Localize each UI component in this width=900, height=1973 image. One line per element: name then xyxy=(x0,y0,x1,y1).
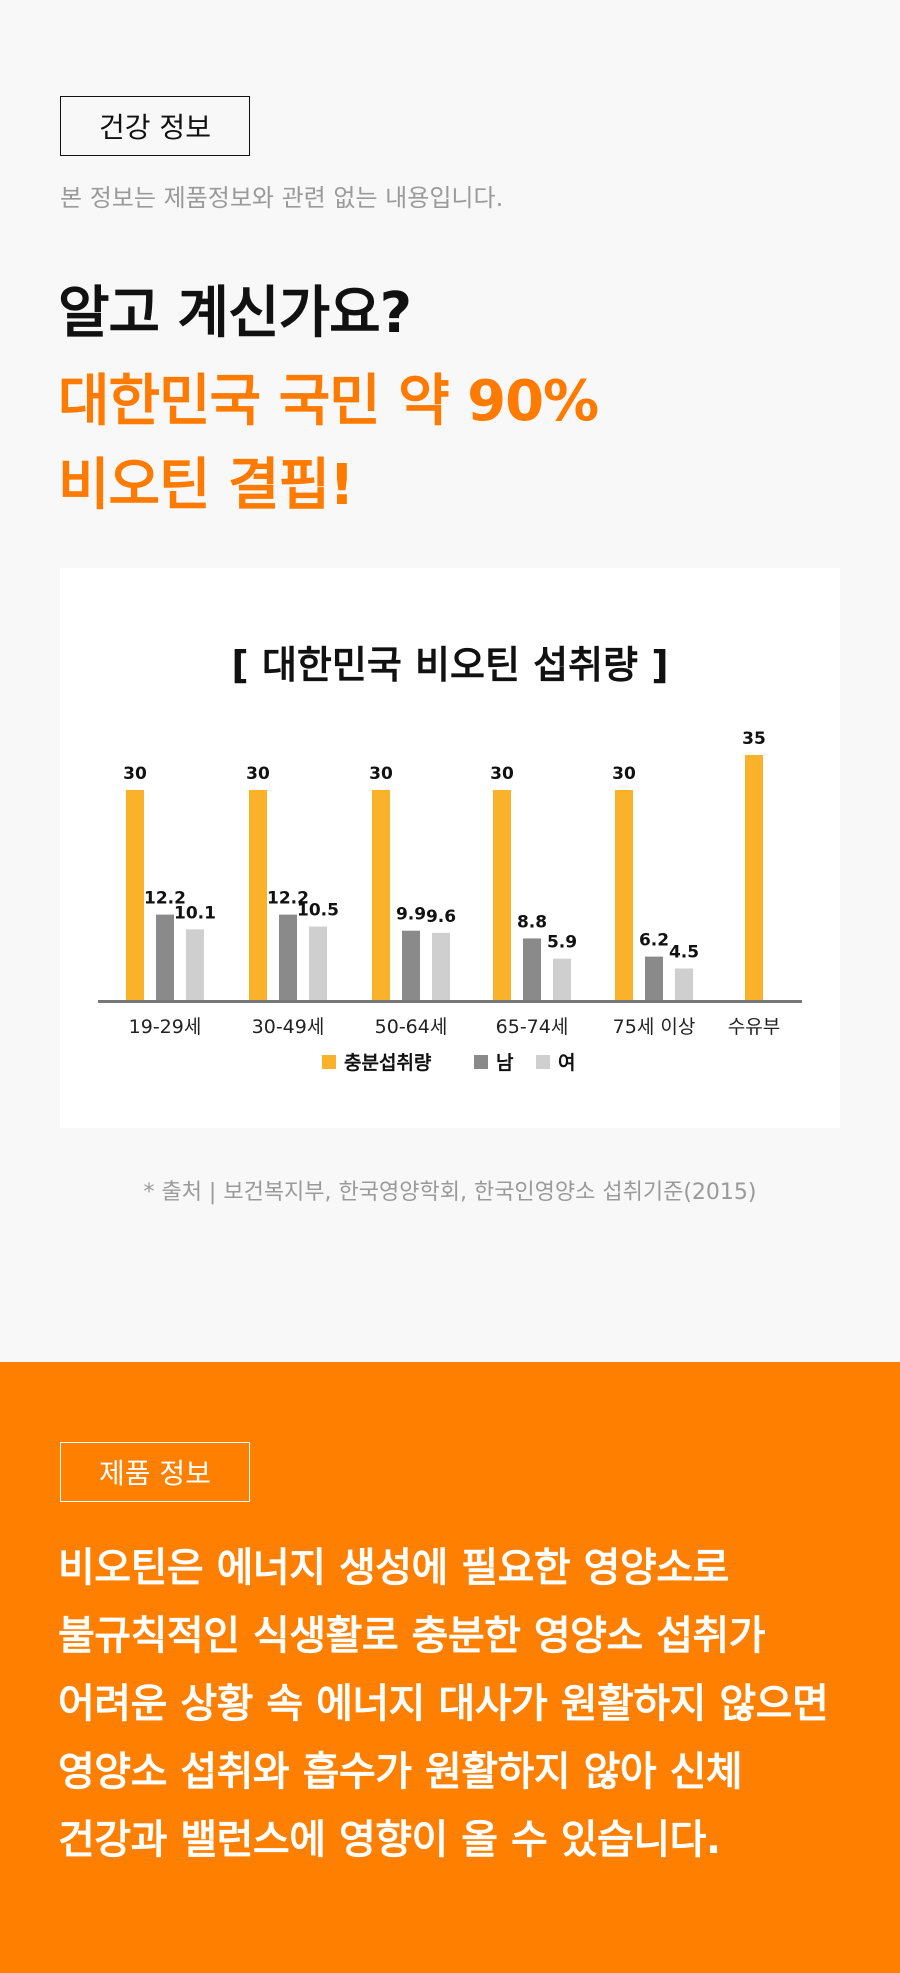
chart-card: [ 대한민국 비오틴 섭취량 ] 30 12.2 10.1 19-29세 30 12.2 1… xyxy=(60,568,840,1128)
bar-female xyxy=(675,968,693,1000)
disclaimer-text: 본 정보는 제품정보와 관련 없는 내용입니다. xyxy=(60,184,504,212)
data-label: 8.8 xyxy=(517,912,547,932)
bar-female xyxy=(309,926,327,1000)
data-label: 30 xyxy=(246,764,270,784)
x-tick-label: 19-29세 xyxy=(129,1016,202,1038)
x-tick-label: 50-64세 xyxy=(375,1016,448,1038)
data-label: 12.2 xyxy=(267,889,309,909)
bar-sufficient xyxy=(615,790,633,1000)
data-label: 9.9 xyxy=(396,905,426,925)
data-label: 35 xyxy=(742,729,766,749)
bar-female xyxy=(186,929,204,1000)
chart-title: [ 대한민국 비오틴 섭취량 ] xyxy=(231,643,669,687)
bar-sufficient xyxy=(372,790,390,1000)
data-label: 4.5 xyxy=(669,943,699,963)
data-label: 30 xyxy=(369,764,393,784)
bar-female xyxy=(553,958,571,1000)
health-info-tag: 건강 정보 xyxy=(60,96,250,156)
data-label: 5.9 xyxy=(547,933,577,953)
description-line: 불규칙적인 식생활로 충분한 영양소 섭취가 xyxy=(58,1613,766,1659)
bar-male xyxy=(156,914,174,1000)
legend-swatch xyxy=(536,1055,550,1069)
bar-sufficient xyxy=(493,790,511,1000)
health-info-section: 건강 정보 본 정보는 제품정보와 관련 없는 내용입니다. 알고 계신가요? … xyxy=(58,96,840,1205)
data-label: 30 xyxy=(612,764,636,784)
bar-male xyxy=(645,956,663,1000)
data-label: 9.6 xyxy=(426,907,456,927)
legend-swatch xyxy=(322,1055,336,1069)
data-label: 6.2 xyxy=(639,931,669,951)
x-tick-label: 75세 이상 xyxy=(613,1016,696,1038)
product-description: 비오틴은 에너지 생성에 필요한 영양소로 불규칙적인 식생활로 충분한 영양소… xyxy=(58,1534,878,1874)
x-tick-label: 수유부 xyxy=(728,1016,780,1038)
bar-male xyxy=(279,914,297,1000)
legend-swatch xyxy=(474,1055,488,1069)
data-label: 30 xyxy=(123,764,147,784)
description-line: 건강과 밸런스에 영향이 올 수 있습니다. xyxy=(58,1817,721,1863)
description-line: 영양소 섭취와 흡수가 원활하지 않아 신체 xyxy=(58,1749,743,1795)
product-info-tag: 제품 정보 xyxy=(60,1442,250,1502)
x-tick-label: 65-74세 xyxy=(496,1016,569,1038)
bar-sufficient xyxy=(745,755,763,1000)
legend-label: 남 xyxy=(496,1052,514,1074)
data-label: 10.1 xyxy=(174,903,216,923)
legend-label: 여 xyxy=(558,1052,575,1074)
description-line: 어려운 상황 속 에너지 대사가 원활하지 않으면 xyxy=(58,1681,829,1727)
data-label: 30 xyxy=(490,764,514,784)
description-line: 비오틴은 에너지 생성에 필요한 영양소로 xyxy=(58,1545,729,1591)
headline-deficiency: 비오틴 결핍! xyxy=(58,453,355,518)
source-citation: * 출처 | 보건복지부, 한국영양학회, 한국인영양소 섭취기준(2015) xyxy=(143,1180,757,1205)
data-label: 10.5 xyxy=(297,901,339,921)
product-info-section: 제품 정보 비오틴은 에너지 생성에 필요한 영양소로 불규칙적인 식생활로 충… xyxy=(0,1362,900,1973)
bar-male xyxy=(523,938,541,1000)
x-tick-label: 30-49세 xyxy=(252,1016,325,1038)
data-label: 12.2 xyxy=(144,889,186,909)
legend-label: 충분섭취량 xyxy=(344,1052,432,1074)
headline-statistic: 대한민국 국민 약 90% xyxy=(58,369,599,434)
bar-sufficient xyxy=(249,790,267,1000)
bar-female xyxy=(432,932,450,1000)
bar-sufficient xyxy=(126,790,144,1000)
headline-question: 알고 계신가요? xyxy=(58,281,412,346)
bar-male xyxy=(402,930,420,1000)
